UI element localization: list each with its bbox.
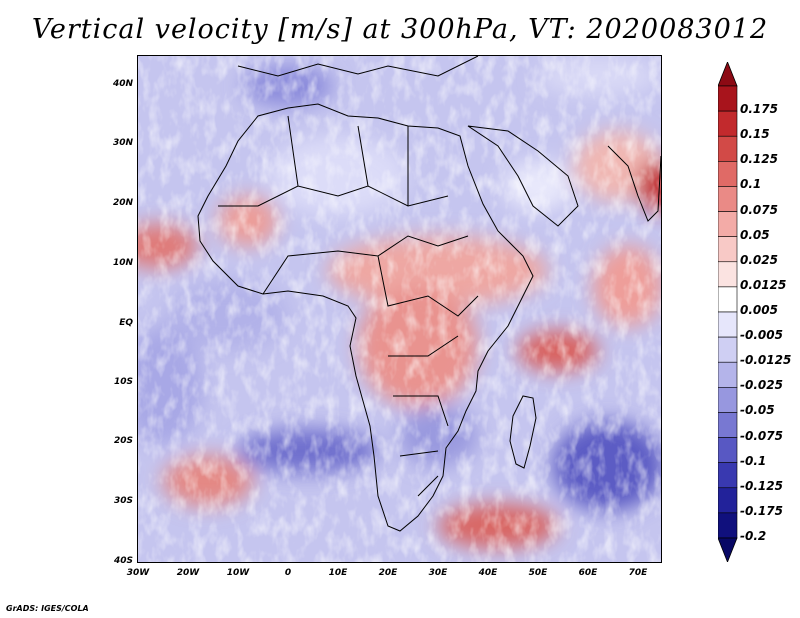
- x-tick-label: 70E: [628, 568, 648, 578]
- y-tick-label: 30N: [112, 138, 133, 148]
- x-tick-label: 40E: [478, 568, 498, 578]
- colorbar-swatch: [718, 211, 738, 237]
- x-tick-label: 10W: [226, 568, 250, 578]
- colorbar-swatch: [718, 236, 738, 263]
- colorbar: [718, 62, 738, 562]
- colorbar-label: -0.175: [740, 503, 783, 518]
- y-tick-label: 20S: [113, 436, 133, 446]
- sahel-borders: [218, 115, 479, 497]
- arabia-coastline: [467, 125, 579, 227]
- y-tick-label: 30S: [113, 496, 133, 506]
- colorbar-swatch: [718, 85, 738, 112]
- colorbar-swatch: [718, 261, 738, 288]
- colorbar-label: -0.025: [740, 378, 783, 393]
- colorbar-label: 0.025: [740, 252, 778, 267]
- colorbar-label: -0.0125: [740, 353, 792, 368]
- colorbar-label: -0.2: [740, 529, 767, 543]
- y-tick-label: 10N: [112, 258, 133, 268]
- colorbar-swatch: [718, 311, 738, 338]
- field-texture: [138, 56, 661, 562]
- country-borders: [197, 56, 661, 532]
- colorbar-label: 0.125: [740, 152, 778, 167]
- colorbar-swatch: [718, 186, 738, 212]
- colorbar-label: 0.15: [740, 127, 770, 142]
- vertical-velocity-map: [138, 56, 661, 562]
- colorbar-label: 0.175: [740, 102, 778, 117]
- y-tick-label: 40S: [113, 556, 133, 566]
- colorbar-swatch: [718, 412, 738, 438]
- y-tick-label: EQ: [119, 318, 133, 328]
- colorbar-swatch: [718, 437, 738, 463]
- map-panel: [137, 55, 662, 563]
- chart-title: Vertical velocity [m/s] at 300hPa, VT: 2…: [31, 14, 769, 45]
- colorbar-swatch: [718, 387, 738, 413]
- grads-credit: GrADS: IGES/COLA: [6, 604, 89, 613]
- colorbar-label: 0.005: [740, 303, 778, 317]
- x-tick-label: 30W: [126, 568, 150, 578]
- colorbar-swatch: [718, 161, 738, 187]
- colorbar-swatch: [718, 512, 738, 539]
- colorbar-label: 0.1: [740, 177, 762, 192]
- colorbar-swatch: [718, 110, 738, 137]
- colorbar-label: -0.1: [740, 453, 767, 468]
- colorbar-swatch: [718, 135, 738, 162]
- colorbar-label: 0.075: [740, 202, 778, 217]
- colorbar-swatch: [718, 361, 738, 388]
- colorbar-label: -0.005: [740, 328, 783, 343]
- madagascar-coastline: [509, 395, 537, 469]
- india-coastline: [607, 145, 661, 222]
- x-tick-label: 20E: [378, 568, 398, 578]
- colorbar-bottom-arrow: [718, 537, 738, 562]
- colorbar-label: 0.0125: [740, 277, 787, 292]
- x-tick-label: 20W: [176, 568, 200, 578]
- x-tick-label: 10E: [328, 568, 348, 578]
- colorbar-top-arrow: [718, 62, 738, 87]
- x-tick-label: 60E: [578, 568, 598, 578]
- colorbar-swatch: [718, 336, 738, 363]
- africa-coastline: [197, 103, 534, 532]
- colorbar-label: -0.125: [740, 478, 783, 493]
- europe-coastline: [237, 56, 479, 77]
- colorbar-label: -0.075: [740, 428, 783, 443]
- colorbar-label: -0.05: [740, 403, 775, 418]
- y-tick-label: 40N: [112, 79, 133, 89]
- y-tick-label: 10S: [113, 377, 133, 387]
- x-tick-label: 0: [284, 568, 292, 578]
- y-tick-label: 20N: [112, 198, 133, 208]
- colorbar-swatch: [718, 286, 738, 313]
- x-tick-label: 30E: [428, 568, 448, 578]
- colorbar-label: 0.05: [740, 227, 770, 242]
- colorbar-swatch: [718, 462, 738, 489]
- colorbar-swatch: [718, 487, 738, 514]
- x-tick-label: 50E: [528, 568, 548, 578]
